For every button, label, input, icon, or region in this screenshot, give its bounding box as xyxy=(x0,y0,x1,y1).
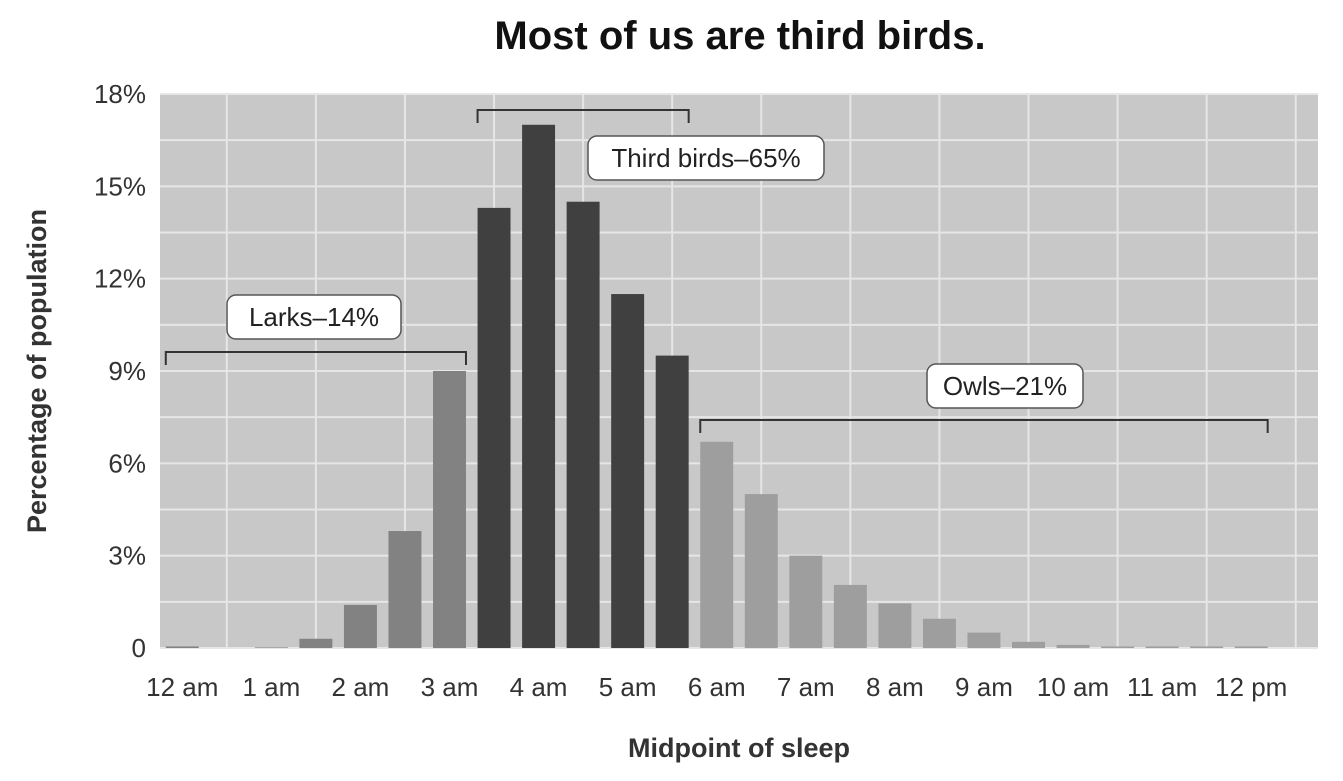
x-tick-label: 7 am xyxy=(777,672,835,702)
x-axis-label: Midpoint of sleep xyxy=(628,733,850,763)
bar-owls xyxy=(1012,641,1045,648)
bar-owls xyxy=(878,603,912,648)
bar-larks xyxy=(165,646,199,648)
x-tick-label: 1 am xyxy=(242,672,300,702)
bar-owls xyxy=(967,632,1001,648)
bar-larks xyxy=(388,531,422,648)
y-tick-label: 9% xyxy=(108,356,146,386)
bracket-third xyxy=(476,109,690,123)
bar-third xyxy=(611,294,645,648)
x-tick-label: 2 am xyxy=(332,672,390,702)
x-tick-label: 4 am xyxy=(510,672,568,702)
chart-title: Most of us are third birds. xyxy=(494,14,986,58)
x-tick-label: 12 am xyxy=(146,672,218,702)
bar-owls xyxy=(1145,646,1179,648)
bar-third xyxy=(655,355,689,648)
bar-owls xyxy=(1190,646,1224,648)
x-tick-label: 10 am xyxy=(1037,672,1109,702)
x-tick-label: 9 am xyxy=(955,672,1013,702)
bar-owls xyxy=(1056,644,1090,648)
y-tick-label: 3% xyxy=(108,541,146,571)
x-tick-label: 3 am xyxy=(421,672,479,702)
group-brackets: Larks–14% Third birds–65% Owls–21% xyxy=(164,109,1269,433)
group-label-owls: Owls–21% xyxy=(943,371,1067,401)
bars xyxy=(165,124,1268,649)
x-tick-label: 12 pm xyxy=(1215,672,1287,702)
bar-larks xyxy=(299,638,333,648)
bar-larks xyxy=(433,371,466,648)
group-label-box xyxy=(926,363,1084,409)
bar-third xyxy=(477,207,511,648)
y-axis-label: Percentage of population xyxy=(22,209,52,533)
group-label-box xyxy=(587,135,825,181)
group-label-third: Third birds–65% xyxy=(611,143,800,173)
x-tick-label: 6 am xyxy=(688,672,746,702)
bar-owls xyxy=(1101,646,1135,648)
bar-owls xyxy=(1234,646,1268,648)
bar-owls xyxy=(922,618,956,648)
bar-owls xyxy=(744,494,778,648)
x-tick-label: 11 am xyxy=(1127,672,1197,702)
bar-third xyxy=(522,124,556,649)
bar-owls xyxy=(700,441,734,648)
y-tick-label: 12% xyxy=(94,264,146,294)
bar-owls xyxy=(833,584,867,648)
bracket-larks xyxy=(164,351,467,365)
x-tick-label: 5 am xyxy=(599,672,657,702)
y-tick-label: 15% xyxy=(94,171,146,201)
x-axis-ticks: 12 am 1 am 2 am 3 am 4 am 5 am 6 am 7 am 8 am 9 a… xyxy=(146,672,1287,702)
bar-larks xyxy=(254,647,288,648)
group-label-box xyxy=(226,294,402,340)
y-axis-ticks: 0 3% 6% 9% 12% 15% 18% xyxy=(94,79,146,663)
bar-owls xyxy=(789,555,823,648)
bar-larks xyxy=(343,604,377,648)
bracket-owls xyxy=(699,419,1269,433)
bar-third xyxy=(566,201,600,648)
group-label-larks: Larks–14% xyxy=(249,302,379,332)
y-tick-label: 18% xyxy=(94,79,146,109)
y-tick-label: 0 xyxy=(132,633,146,663)
x-tick-label: 8 am xyxy=(866,672,924,702)
y-tick-label: 6% xyxy=(108,448,146,478)
